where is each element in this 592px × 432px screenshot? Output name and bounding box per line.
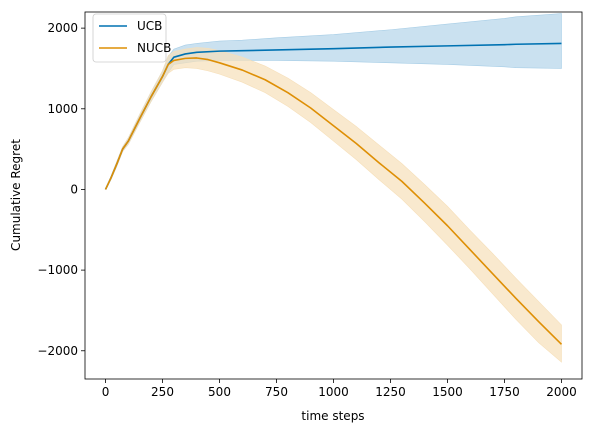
x-tick-label: 750: [265, 385, 288, 399]
y-axis-label: Cumulative Regret: [9, 139, 23, 251]
legend-label-ucb: UCB: [137, 19, 162, 33]
band-ucb: [105, 13, 562, 190]
y-tick-label: 0: [70, 182, 78, 196]
band-nucb: [105, 47, 562, 363]
x-tick-label: 1000: [318, 385, 349, 399]
legend: UCB NUCB: [92, 13, 171, 63]
confidence-bands: [105, 13, 562, 363]
x-tick-label: 250: [151, 385, 174, 399]
x-tick-label: 1500: [432, 385, 463, 399]
x-axis-ticks: 0 250 500 750 1000 1250 1500 1750 2000: [102, 379, 577, 399]
x-tick-label: 0: [102, 385, 110, 399]
x-tick-label: 1750: [489, 385, 520, 399]
y-tick-label: 1000: [47, 102, 78, 116]
x-tick-label: 2000: [546, 385, 577, 399]
x-tick-label: 500: [208, 385, 231, 399]
series-lines: [104, 42, 563, 345]
x-tick-label: 1250: [375, 385, 406, 399]
y-tick-label: 2000: [47, 21, 78, 35]
y-axis-ticks: −2000 −1000 0 1000 2000: [37, 21, 85, 358]
y-tick-label: −1000: [37, 263, 78, 277]
legend-label-nucb: NUCB: [137, 41, 171, 55]
x-axis-label: time steps: [301, 409, 364, 423]
y-tick-label: −2000: [37, 344, 78, 358]
series-line-nucb: [104, 57, 563, 345]
